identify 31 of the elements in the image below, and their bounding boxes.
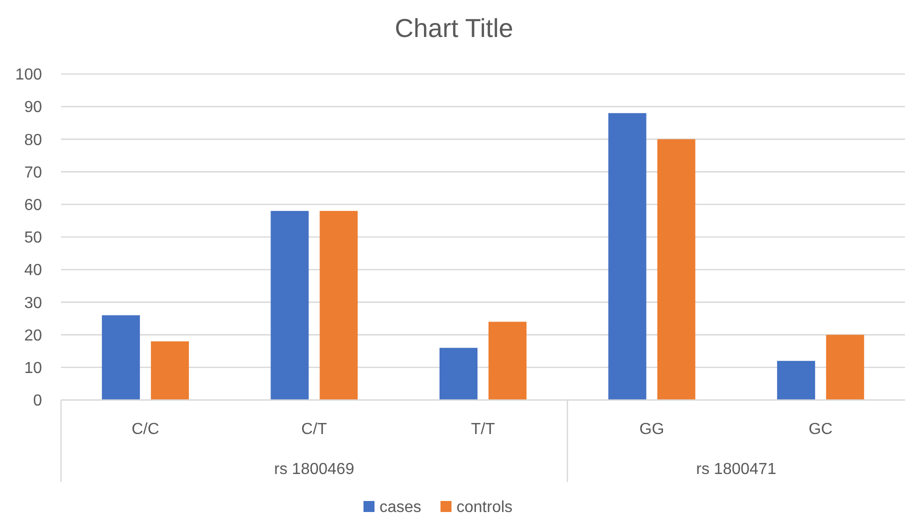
y-tick-label: 100	[15, 66, 42, 84]
x-tick-label: C/T	[301, 421, 328, 438]
legend-label: controls	[456, 499, 513, 516]
bar	[150, 341, 189, 400]
y-tick-label: 0	[33, 392, 42, 410]
y-tick-label: 20	[24, 327, 42, 344]
x-tick-label: T/T	[471, 421, 496, 438]
y-tick-label: 30	[24, 294, 42, 312]
chart-title: Chart Title	[394, 13, 514, 43]
bar	[608, 113, 646, 400]
y-tick-label: 70	[24, 164, 42, 182]
y-tick-label: 40	[24, 262, 42, 280]
text: rs 1800471	[696, 461, 776, 478]
y-tick-label: 90	[24, 99, 42, 116]
bar	[440, 348, 478, 400]
x-tick-label: GG	[639, 421, 664, 438]
bar	[777, 360, 816, 400]
bar	[320, 210, 358, 400]
bar	[102, 315, 140, 400]
legend-label: cases	[380, 499, 422, 516]
y-tick-label: 10	[24, 360, 42, 377]
bar	[488, 322, 526, 400]
bar	[657, 139, 696, 400]
bar	[270, 210, 309, 400]
x-tick-label: C/C	[132, 421, 160, 438]
y-tick-label: 50	[24, 230, 42, 247]
x-tick-label: GC	[808, 421, 833, 438]
bar	[826, 334, 864, 400]
text: rs 1800469	[274, 461, 354, 478]
y-tick-label: 60	[24, 197, 42, 214]
y-tick-label: 80	[24, 132, 42, 149]
